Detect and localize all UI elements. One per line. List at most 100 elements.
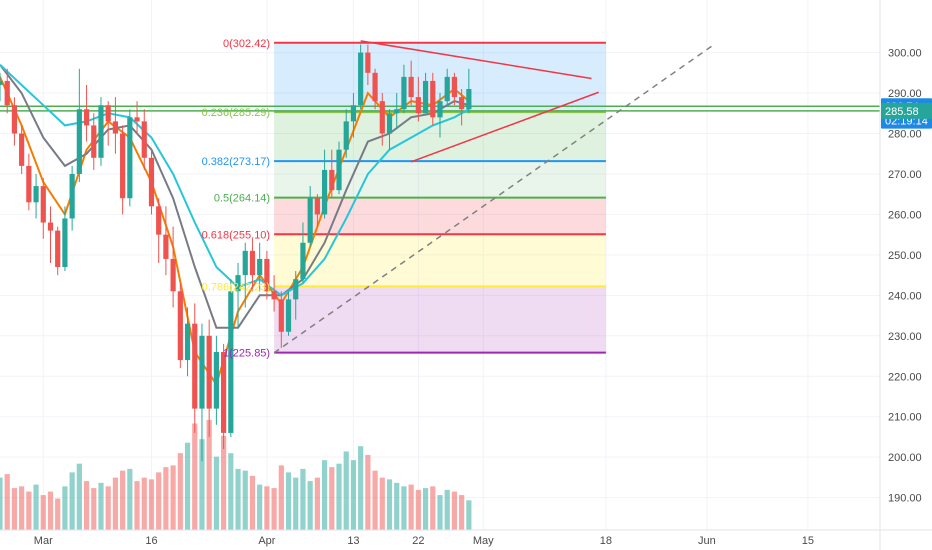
- volume-bar: [105, 486, 111, 530]
- candle-body: [466, 89, 472, 110]
- volume-bar: [394, 482, 400, 530]
- candle-body: [314, 198, 320, 215]
- candle-body: [112, 121, 119, 134]
- candle-body: [134, 117, 140, 122]
- volume-bar: [249, 475, 256, 530]
- candle-body: [4, 80, 10, 106]
- volume-bar: [11, 488, 18, 530]
- candle-body: [350, 105, 357, 122]
- volume-bar: [379, 477, 385, 530]
- trendline: [410, 91, 599, 163]
- price-axis[interactable]: 300.00 290.00 280.00 270.00 260.00 250.00 240.…: [879, 0, 922, 550]
- candle-body: [415, 97, 421, 114]
- volume-bar: [69, 472, 75, 530]
- price-tick-label: 230.00: [888, 331, 922, 343]
- candle-body: [206, 335, 212, 409]
- candle-body: [372, 72, 378, 102]
- volume-bar: [184, 442, 191, 530]
- price-tick-label: 190.00: [888, 493, 922, 505]
- candle-body: [343, 121, 349, 150]
- volume-bar: [0, 477, 3, 530]
- volume-bar: [466, 500, 472, 530]
- volume-bar: [451, 491, 458, 530]
- volume-bar: [386, 479, 393, 530]
- volume-bar: [314, 477, 320, 530]
- volume-bar: [422, 488, 429, 530]
- price-tick-label: 270.00: [888, 169, 922, 181]
- date-tick-label: 15: [802, 535, 814, 547]
- candle-body: [33, 186, 39, 203]
- fib-level-label: 0.5(264.14): [214, 193, 270, 205]
- candle-body: [329, 169, 335, 191]
- candle-body: [105, 105, 111, 122]
- candle-body: [76, 109, 82, 174]
- volume-bar: [278, 465, 284, 530]
- candle-body: [451, 76, 458, 98]
- price-tick-label: 240.00: [888, 290, 922, 302]
- price-tick-label: 250.00: [888, 250, 922, 262]
- candle-body: [249, 250, 256, 276]
- date-tick-label: Jun: [698, 535, 716, 547]
- candle-body: [127, 117, 133, 199]
- volume-bar: [83, 481, 90, 530]
- volume-bar: [127, 468, 133, 530]
- candle-body: [242, 250, 248, 276]
- volume-bar: [358, 446, 364, 530]
- volume-bar: [459, 495, 465, 530]
- candle-body: [0, 80, 3, 85]
- volume-bar: [401, 486, 407, 530]
- volume-bar: [372, 470, 378, 530]
- fib-zone: [274, 234, 606, 287]
- date-tick-label: Apr: [258, 535, 275, 547]
- volume-bar: [33, 484, 39, 530]
- volume-bar: [343, 451, 349, 530]
- candle-body: [141, 121, 147, 158]
- candle-body: [386, 113, 393, 134]
- candle-body: [83, 109, 90, 126]
- candle-body: [394, 109, 400, 114]
- date-tick-label: 22: [412, 535, 424, 547]
- candle-body: [62, 218, 68, 268]
- volume-bar: [47, 491, 54, 530]
- price-tick-label: 210.00: [888, 412, 922, 424]
- fib-level-label: 0(302.42): [223, 38, 270, 50]
- fib-zone: [274, 197, 606, 235]
- candle-body: [19, 133, 25, 166]
- candle-body: [437, 101, 443, 118]
- candle-body: [120, 133, 126, 199]
- volume-bar: [264, 486, 270, 530]
- volume-bar: [213, 456, 219, 530]
- price-tick-label: 200.00: [888, 452, 922, 464]
- candle-body: [192, 323, 198, 409]
- price-tick-label: 290.00: [888, 88, 922, 100]
- fib-level-label: 0.618(255.10): [202, 229, 271, 241]
- candle-body: [26, 165, 32, 203]
- volume-bar: [329, 467, 335, 530]
- fib-level-label: 0.382(273.17): [202, 156, 271, 168]
- volume-bar: [19, 486, 25, 530]
- price-badge-text: 285.58: [885, 106, 919, 118]
- candle-body: [264, 258, 270, 292]
- candle-body: [69, 173, 75, 219]
- trendlines[interactable]: [273, 40, 715, 354]
- price-tick-label: 300.00: [888, 48, 922, 60]
- candle-body: [459, 97, 465, 110]
- candle-body: [444, 76, 450, 102]
- volume-bars: [0, 420, 472, 530]
- candle-body: [47, 222, 54, 231]
- volume-bar: [134, 481, 140, 530]
- volume-bar: [336, 463, 342, 530]
- candle-body: [278, 299, 284, 332]
- time-axis[interactable]: Mar 16 Apr 13 22 May 18 Jun 15: [0, 529, 932, 547]
- volume-bar: [148, 479, 155, 530]
- volume-bar: [199, 439, 205, 530]
- fib-level-label: 0.236(285.29): [202, 107, 271, 119]
- candle-body: [156, 206, 162, 235]
- volume-bar: [163, 467, 169, 530]
- volume-bar: [285, 472, 292, 530]
- candle-body: [55, 230, 61, 268]
- volume-bar: [242, 470, 248, 530]
- volume-bar: [177, 453, 183, 530]
